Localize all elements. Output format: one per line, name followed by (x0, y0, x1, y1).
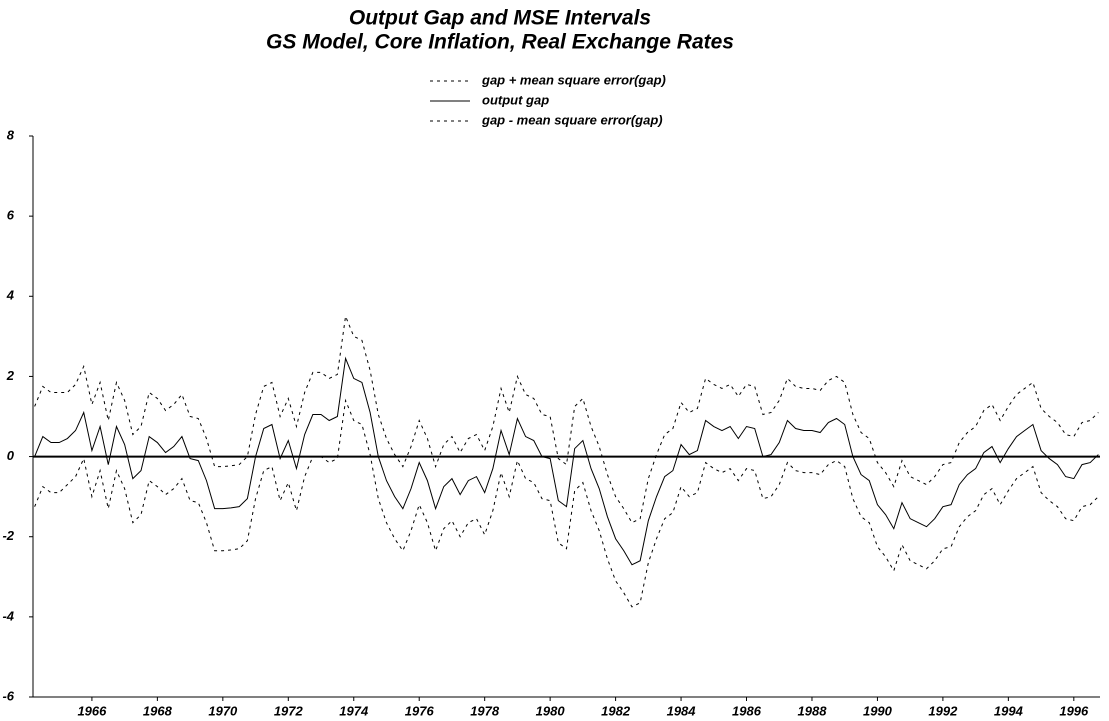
chart-title: Output Gap and MSE Intervals (349, 7, 651, 30)
x-tick-label: 1976 (405, 703, 435, 718)
x-tick-label: 1982 (601, 703, 631, 718)
y-tick-label: 4 (6, 288, 15, 303)
x-tick-label: 1990 (863, 703, 893, 718)
legend-label: gap - mean square error(gap) (481, 112, 663, 127)
x-tick-label: 1988 (798, 703, 828, 718)
x-tick-label: 1984 (667, 703, 697, 718)
legend-label: gap + mean square error(gap) (481, 72, 666, 87)
legend-label: output gap (482, 92, 549, 107)
series-line (34, 314, 1099, 524)
x-tick-label: 1980 (536, 703, 566, 718)
x-tick-label: 1992 (928, 703, 958, 718)
y-tick-label: 0 (7, 448, 15, 463)
y-tick-label: 8 (7, 127, 15, 142)
x-tick-label: 1978 (470, 703, 500, 718)
y-tick-label: -2 (2, 528, 14, 543)
chart-subtitle: GS Model, Core Inflation, Real Exchange … (266, 31, 734, 54)
x-tick-label: 1996 (1059, 703, 1089, 718)
x-tick-label: 1968 (143, 703, 173, 718)
y-tick-label: 6 (7, 208, 15, 223)
y-tick-label: -4 (2, 608, 14, 623)
x-tick-label: 1986 (732, 703, 762, 718)
x-tick-label: 1994 (994, 703, 1024, 718)
x-tick-label: 1974 (339, 703, 369, 718)
x-tick-label: 1972 (274, 703, 304, 718)
y-tick-label: 2 (6, 368, 15, 383)
x-tick-label: 1970 (208, 703, 238, 718)
series-line (34, 398, 1099, 608)
y-tick-label: -6 (2, 688, 14, 703)
series-line (34, 356, 1099, 566)
x-tick-label: 1966 (77, 703, 107, 718)
